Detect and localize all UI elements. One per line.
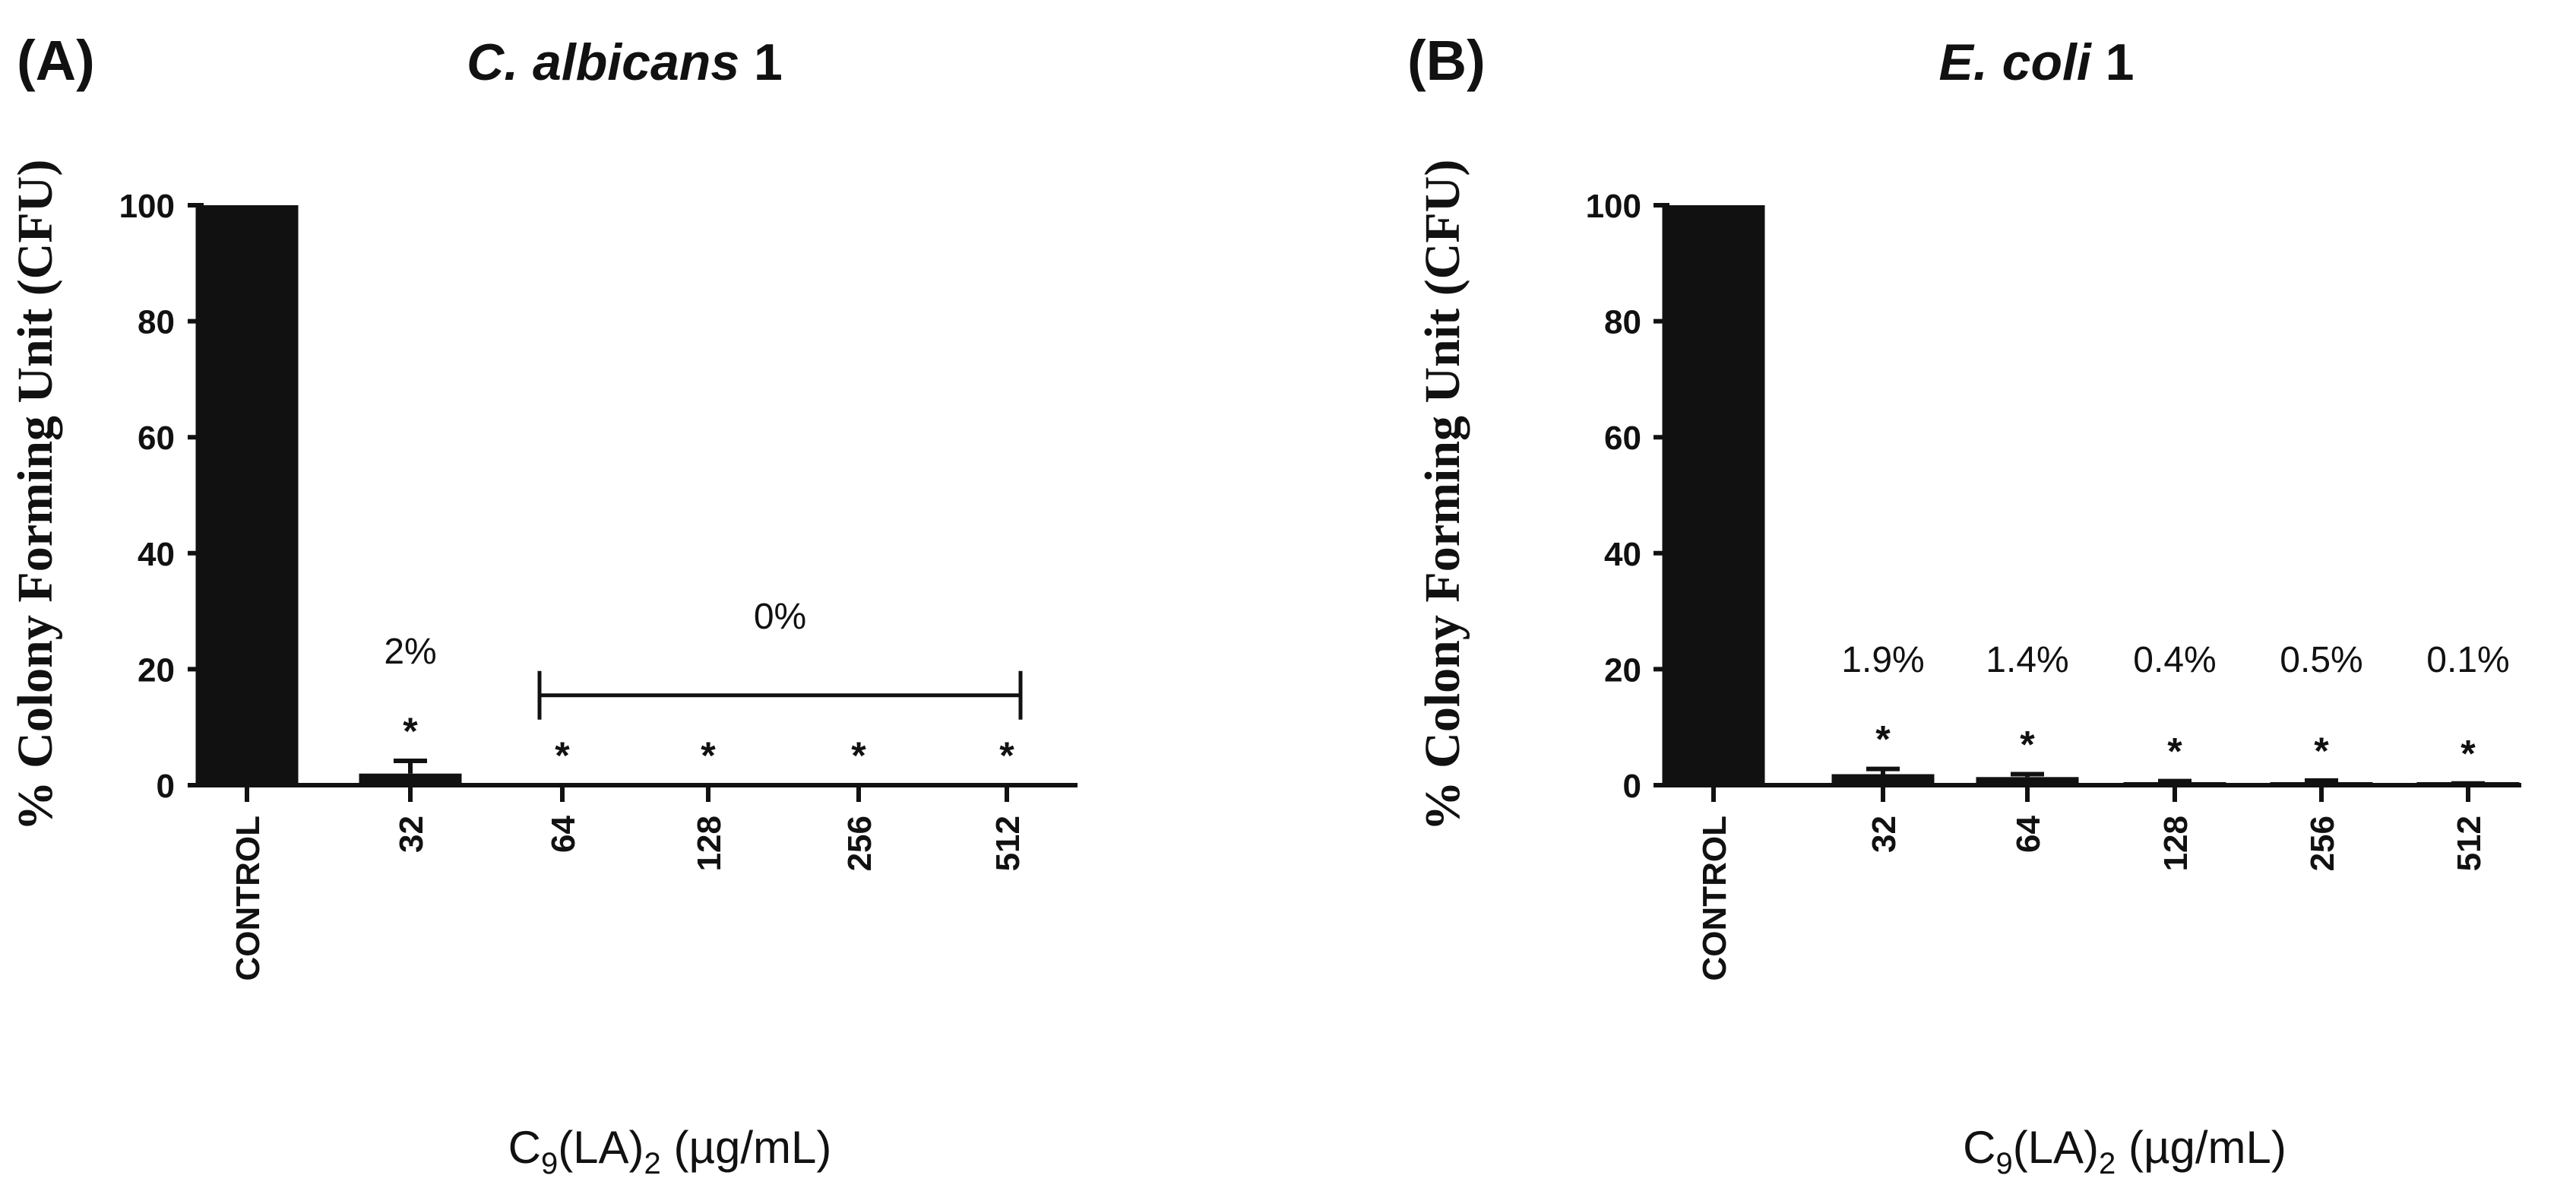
significance-star: * [851,734,866,777]
y-tick-label: 100 [1586,188,1641,225]
x-axis-title-subscript: 9 [1995,1147,2012,1180]
chart-title: C. albicans 1 [467,33,783,91]
significance-star: * [2460,733,2476,775]
significance-star: * [2167,730,2182,773]
significance-star: * [1875,718,1891,761]
y-tick-label: 20 [138,651,175,689]
bar [2270,782,2373,785]
y-tick-label: 80 [1604,304,1641,341]
chart-title-species: C. albicans [467,33,739,91]
significance-star: * [555,734,570,777]
x-tick-label: 256 [841,816,878,871]
percentage-annotation: 1.4% [1986,640,2068,680]
y-tick-label: 80 [138,304,175,341]
x-tick-label: 256 [2304,816,2341,871]
significance-star: * [2020,724,2035,766]
y-tick-label: 60 [1604,420,1641,457]
x-tick-label: 64 [2010,815,2047,852]
x-axis-title-base: C [1963,1122,1995,1173]
y-tick-label: 100 [119,188,175,225]
panel-label: (A) [17,29,95,92]
x-tick-label: 128 [2157,816,2195,871]
x-tick-label: CONTROL [229,816,267,981]
x-tick-label: 32 [1866,816,1903,853]
x-axis-title-subscript: 2 [2099,1147,2116,1180]
chart-title-suffix: 1 [2091,33,2135,91]
x-axis-title-group: (LA) [558,1122,644,1173]
x-tick-label: 64 [545,815,582,852]
x-axis-title-base: C [508,1122,541,1173]
x-axis-title-subscript: 9 [541,1147,558,1180]
x-axis-title: C9(LA)2 (µg/mL) [1963,1122,2286,1180]
x-axis-title-unit: (µg/mL) [661,1122,832,1173]
bar [359,773,462,785]
chart-title-suffix: 1 [739,33,783,91]
significance-star: * [2314,730,2329,772]
x-axis-title-subscript: 2 [644,1147,661,1180]
x-tick-label: 128 [691,816,728,871]
chart-title-species: E. coli [1939,33,2093,91]
bar [2123,782,2226,785]
bar [1662,205,1765,785]
y-tick-label: 40 [1604,536,1641,573]
bar [195,205,299,785]
x-tick-label: 512 [989,816,1027,871]
x-tick-label: 512 [2451,816,2488,871]
significance-star: * [999,734,1014,777]
percentage-annotation: 2% [384,632,436,672]
x-tick-label: 32 [393,816,430,853]
panel-a: (A) C. albicans 1 % Colony Forming Unit (C… [8,29,1078,1180]
x-tick-label: CONTROL [1696,816,1733,981]
y-axis-title: % Colony Forming Unit (CFU) [1415,160,1470,832]
bar [1831,774,1935,785]
panel-label: (B) [1407,29,1486,92]
percentage-annotation: 0.1% [2426,640,2509,680]
bar [1976,777,2079,785]
y-axis-title: % Colony Forming Unit (CFU) [8,160,63,832]
panel-b: (B) E. coli 1 % Colony Forming Unit (CFU) 0… [1407,29,2521,1180]
percentage-annotation: 0.5% [2280,640,2362,680]
percentage-annotation: 0.4% [2133,640,2216,680]
y-tick-label: 0 [1623,768,1641,805]
y-tick-label: 60 [138,420,175,457]
significance-star: * [403,710,418,752]
chart-title: E. coli 1 [1939,33,2135,91]
y-tick-label: 40 [138,536,175,573]
x-axis-title: C9(LA)2 (µg/mL) [508,1122,832,1180]
percentage-annotation: 1.9% [1841,640,1924,680]
x-axis-title-unit: (µg/mL) [2116,1122,2286,1173]
significance-star: * [701,734,716,777]
y-tick-label: 20 [1604,651,1641,689]
y-tick-label: 0 [157,768,175,805]
x-axis-title-group: (LA) [2013,1122,2099,1173]
percentage-annotation: 0% [754,597,806,637]
